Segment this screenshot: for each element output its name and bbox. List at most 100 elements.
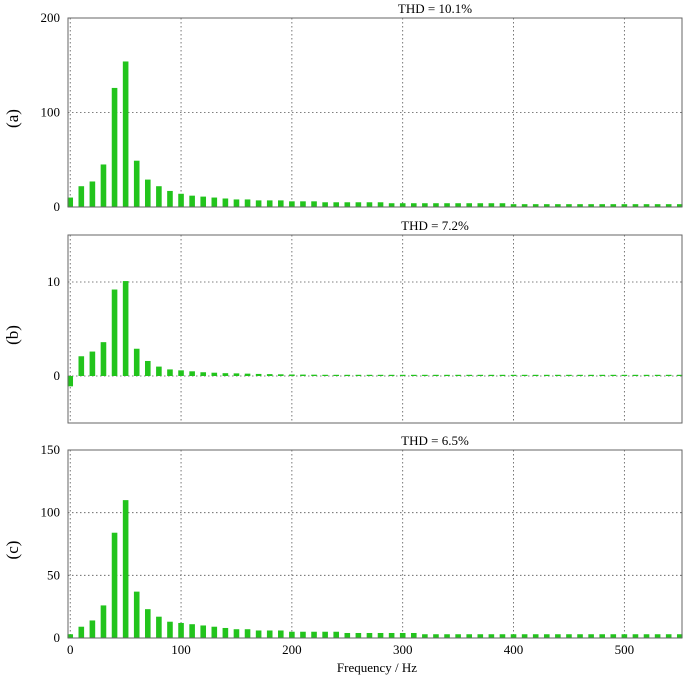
- bar: [499, 634, 506, 638]
- bar: [410, 632, 417, 638]
- bar: [277, 374, 284, 376]
- bar: [555, 374, 561, 376]
- bar: [444, 203, 450, 207]
- x-tick-label: 400: [504, 642, 524, 657]
- bar: [466, 203, 473, 207]
- bar: [566, 374, 572, 376]
- plot-frame: [67, 449, 683, 639]
- bar: [610, 204, 617, 207]
- bar: [433, 203, 439, 207]
- bar: [189, 624, 195, 638]
- bar: [366, 632, 373, 638]
- bar: [167, 621, 173, 638]
- bar: [621, 634, 628, 638]
- bar: [499, 374, 506, 376]
- bar: [377, 374, 384, 376]
- bar: [277, 200, 284, 207]
- bar: [388, 203, 395, 207]
- bar: [255, 200, 262, 207]
- bar: [588, 374, 594, 376]
- bar: [566, 204, 572, 207]
- bar: [200, 372, 207, 376]
- bar: [222, 373, 229, 376]
- bar: [111, 532, 118, 638]
- y-tick-label: 10: [47, 274, 60, 289]
- bar: [266, 630, 273, 638]
- bar: [266, 374, 273, 376]
- bar: [521, 204, 528, 207]
- bar: [377, 632, 384, 638]
- panel-title: THD = 7.2%: [401, 218, 469, 233]
- bar: [222, 198, 229, 207]
- bar: [654, 204, 661, 207]
- bar: [311, 631, 317, 638]
- bar: [111, 87, 118, 207]
- bar: [233, 629, 240, 638]
- bar: [266, 200, 273, 207]
- y-tick-label: 0: [54, 630, 61, 645]
- bar: [466, 634, 473, 638]
- x-axis-label: Frequency / Hz: [337, 660, 417, 675]
- bar: [444, 634, 450, 638]
- bar: [577, 634, 583, 638]
- x-tick-label: 500: [615, 642, 635, 657]
- bar: [67, 376, 74, 387]
- bar: [521, 374, 528, 376]
- bar: [676, 374, 683, 376]
- bar: [156, 616, 162, 638]
- bar: [543, 204, 550, 207]
- bar: [133, 348, 140, 376]
- bar: [499, 203, 506, 207]
- bar: [277, 630, 284, 638]
- panel-label: (c): [3, 541, 22, 560]
- bar: [211, 372, 218, 376]
- bar: [78, 626, 85, 638]
- bar: [599, 634, 606, 638]
- bar: [433, 374, 439, 376]
- bar: [455, 374, 461, 376]
- bar: [167, 369, 173, 376]
- bar: [632, 634, 639, 638]
- bar: [676, 634, 683, 638]
- panel-0: 0 100 200 THD = 10.1% (a): [3, 1, 683, 214]
- bar: [588, 634, 594, 638]
- bar: [488, 374, 495, 376]
- bar: [632, 204, 639, 207]
- panel-label: (b): [3, 325, 22, 345]
- bar: [222, 627, 229, 638]
- plot-frame: [67, 234, 683, 424]
- bar: [388, 632, 395, 638]
- y-tick-label: 100: [41, 505, 61, 520]
- bar: [643, 374, 650, 376]
- bar: [543, 374, 550, 376]
- bar: [289, 631, 295, 638]
- bar: [654, 634, 661, 638]
- bar: [599, 374, 606, 376]
- bar: [355, 202, 362, 207]
- y-tick-label: 200: [41, 10, 61, 25]
- bar: [399, 374, 406, 376]
- bar: [67, 197, 74, 207]
- bar: [488, 203, 495, 207]
- bar: [610, 374, 617, 376]
- bar: [610, 634, 617, 638]
- bar: [144, 179, 151, 207]
- bar: [621, 204, 628, 207]
- bar: [211, 626, 218, 638]
- bar: [311, 374, 317, 376]
- bar: [300, 201, 306, 207]
- bar: [300, 631, 306, 638]
- bar: [133, 591, 140, 638]
- bar: [466, 374, 473, 376]
- bar: [333, 631, 340, 638]
- bar: [422, 634, 428, 638]
- x-tick-label: 100: [171, 642, 191, 657]
- bar: [100, 605, 107, 638]
- bar: [665, 374, 672, 376]
- bar: [355, 632, 362, 638]
- bar: [178, 370, 184, 376]
- bar: [233, 373, 240, 376]
- bar: [555, 204, 561, 207]
- bar: [532, 634, 539, 638]
